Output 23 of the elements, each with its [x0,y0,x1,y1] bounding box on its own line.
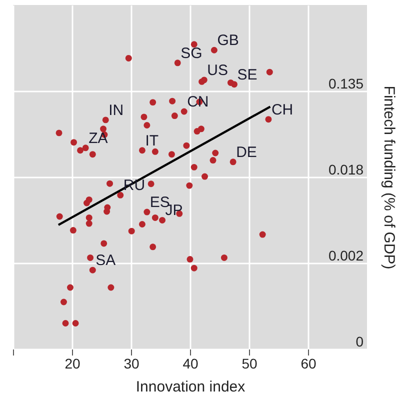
annotation: GB [217,32,239,50]
x-tick-label: 30 [124,356,140,372]
x-tick-label: 20 [64,356,80,372]
annotation: DE [236,144,257,161]
annotation: SG [180,44,202,62]
x-tick-label: 40 [182,356,198,372]
x-tick-label: 50 [242,356,258,372]
y-tick-label: 0 [356,334,364,350]
annotation: IT [145,132,159,150]
y-tick-label: 0.018 [328,162,364,178]
annotation: CN [187,93,209,110]
annotation: RU [123,177,146,194]
x-tick-label: 60 [300,356,316,372]
annotation: US [207,62,228,79]
y-axis-title: Fintech funding (% of GDP) [380,86,398,270]
y-tick-label: 0.002 [328,247,364,264]
annotation: CH [271,101,294,118]
annotation: SE [237,66,258,84]
annotation: SA [96,252,116,270]
x-axis-title: Innovation index [136,378,246,396]
annotation: ZA [88,130,108,147]
y-tick-label: 0.135 [328,75,364,92]
annotation: IN [108,102,124,119]
